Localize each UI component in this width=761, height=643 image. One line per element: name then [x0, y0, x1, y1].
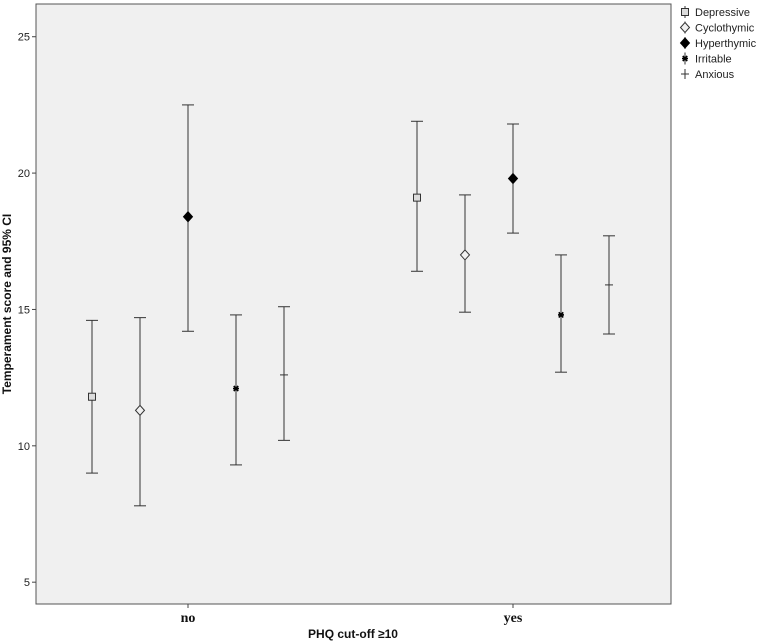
mean-marker: [134, 404, 146, 417]
series-irritable: [230, 254, 567, 466]
x-axis-title: PHQ cut-off ≥10: [308, 627, 398, 641]
legend-item-depressive: Depressive: [681, 6, 750, 19]
x-tick-label: no: [181, 611, 196, 626]
mean-marker: [413, 193, 421, 202]
legend: Depressive Cyclothymic Hyperthymic Irritabl…: [679, 6, 757, 81]
mean-marker: [233, 385, 239, 392]
legend-label: Cyclothymic: [695, 23, 755, 35]
legend-label: Depressive: [695, 7, 750, 19]
legend-label: Anxious: [695, 69, 735, 81]
legend-item-hyperthymic: Hyperthymic: [679, 37, 757, 50]
series-depressive: [86, 120, 423, 474]
y-tick-label: 5: [24, 577, 30, 589]
legend-item-cyclothymic: Cyclothymic: [679, 21, 755, 35]
legend-item-irritable: Irritable: [682, 52, 732, 66]
y-tick-label: 15: [18, 304, 30, 316]
series-hyperthymic: [182, 104, 519, 332]
x-tick-label: yes: [504, 611, 523, 626]
y-tick-label: 20: [18, 168, 30, 180]
mean-marker: [182, 210, 194, 223]
y-tick-label: 25: [18, 32, 30, 44]
y-axis-title: Temperament score and 95% CI: [0, 214, 14, 395]
legend-marker: [681, 8, 689, 16]
series-anxious: [278, 235, 615, 441]
legend-marker: [682, 55, 688, 62]
x-axis: no yes: [181, 604, 523, 626]
mean-marker: [507, 172, 519, 185]
legend-marker: [679, 37, 691, 49]
y-axis: 5 10 15 20 25: [18, 32, 36, 589]
legend-item-anxious: Anxious: [681, 69, 735, 81]
y-tick-label: 10: [18, 441, 30, 453]
mean-marker: [558, 311, 564, 319]
legend-marker: [679, 21, 691, 34]
mean-marker: [88, 392, 96, 401]
legend-label: Hyperthymic: [695, 38, 757, 50]
plot-area: [35, 3, 672, 605]
data-marks: [86, 104, 615, 507]
series-cyclothymic: [134, 194, 471, 507]
mean-marker: [459, 249, 471, 261]
legend-label: Irritable: [695, 54, 732, 66]
